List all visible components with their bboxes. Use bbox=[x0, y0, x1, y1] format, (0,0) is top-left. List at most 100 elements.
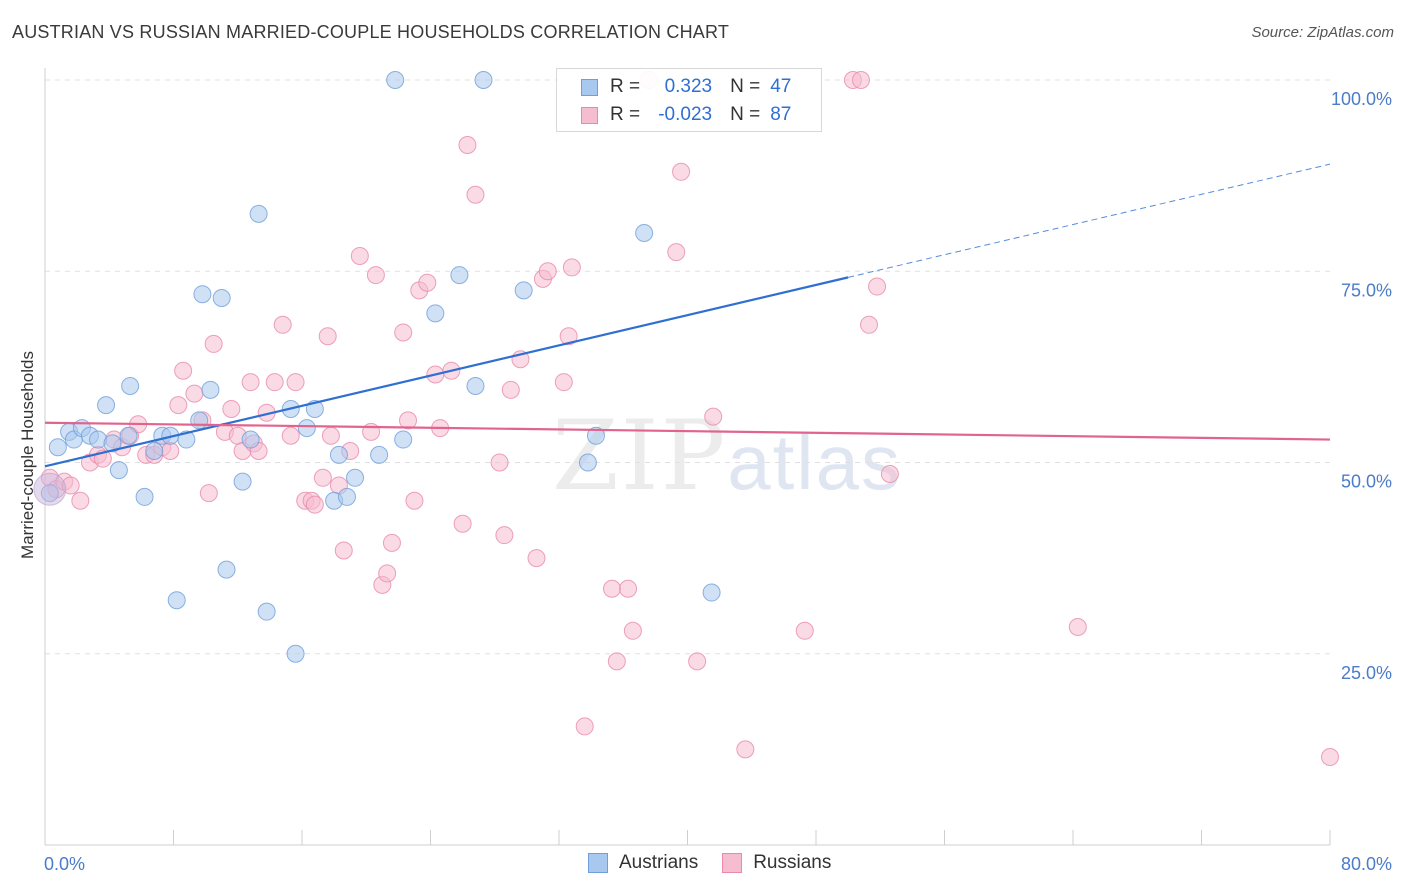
russian-point-17 bbox=[174, 361, 193, 380]
russian-point-83 bbox=[851, 71, 870, 89]
austrian-point-34 bbox=[346, 468, 365, 487]
austrian-point-18 bbox=[190, 411, 209, 430]
russian-point-39 bbox=[321, 426, 340, 445]
russian-point-59 bbox=[466, 185, 485, 204]
russian-point-58 bbox=[458, 136, 477, 155]
austrians-trend-line bbox=[44, 276, 849, 468]
russians-legend-label: Russians bbox=[753, 852, 832, 873]
austrian-point-23 bbox=[233, 472, 252, 491]
austrians-r-label: R = bbox=[610, 76, 641, 97]
austrian-point-1 bbox=[48, 438, 67, 457]
russian-point-21 bbox=[204, 334, 223, 353]
austrian-point-45 bbox=[635, 224, 654, 242]
russian-point-15 bbox=[161, 442, 180, 461]
austrian-point-43 bbox=[578, 453, 597, 472]
austrian-point-10 bbox=[119, 426, 138, 445]
russians-swatch bbox=[581, 106, 598, 124]
x-tick-label-max: 80.0% bbox=[1341, 854, 1392, 874]
austrian-point-12 bbox=[135, 487, 154, 506]
legend-row-austrians: R = 0.323 N = 47 bbox=[581, 73, 791, 101]
austrians-trend-extension bbox=[848, 163, 1331, 278]
russians-trend-line bbox=[44, 421, 1331, 441]
russian-point-47 bbox=[378, 564, 397, 583]
austrian-point-35 bbox=[370, 445, 389, 464]
russian-point-85 bbox=[868, 277, 887, 296]
russian-point-32 bbox=[281, 426, 300, 445]
russian-point-73 bbox=[619, 579, 638, 598]
russian-point-84 bbox=[860, 315, 879, 334]
austrian-point-33 bbox=[337, 487, 356, 506]
russians-r-label: R = bbox=[610, 104, 641, 125]
russian-point-4 bbox=[71, 491, 90, 510]
russian-point-74 bbox=[623, 621, 642, 640]
russian-point-62 bbox=[501, 380, 520, 399]
russian-point-81 bbox=[795, 621, 814, 640]
austrian-point-21 bbox=[212, 289, 231, 308]
russians-n-label: N = bbox=[730, 104, 761, 125]
legend-item-austrians[interactable]: Austrians bbox=[588, 852, 698, 874]
russian-point-18 bbox=[185, 384, 204, 403]
y-tick-label-50: 50.0% bbox=[1341, 472, 1392, 492]
austrian-point-16 bbox=[167, 591, 186, 610]
austrians-swatch bbox=[581, 78, 598, 96]
austrian-point-8 bbox=[103, 434, 122, 453]
austrian-point-36 bbox=[386, 71, 405, 89]
austrian-point-19 bbox=[193, 285, 212, 304]
russian-point-70 bbox=[575, 717, 594, 736]
russians-r-value: -0.023 bbox=[658, 104, 713, 125]
russians-n-value: 87 bbox=[770, 104, 792, 125]
austrians-legend-label: Austrians bbox=[619, 852, 699, 873]
russian-point-37 bbox=[313, 468, 332, 487]
russian-point-64 bbox=[527, 549, 546, 568]
russian-point-80 bbox=[736, 740, 755, 759]
russian-point-88 bbox=[1321, 748, 1339, 767]
russian-point-57 bbox=[453, 514, 472, 533]
austrians-n-label: N = bbox=[730, 76, 761, 97]
russian-point-60 bbox=[490, 453, 509, 472]
russian-point-23 bbox=[222, 399, 241, 418]
russian-point-66 bbox=[538, 262, 557, 281]
austrians-r-value: 0.323 bbox=[664, 76, 713, 97]
y-tick-label-100: 100.0% bbox=[1331, 89, 1392, 109]
russian-point-49 bbox=[394, 323, 413, 342]
russian-point-36 bbox=[305, 495, 324, 514]
russian-point-26 bbox=[241, 373, 260, 392]
austrian-point-26 bbox=[257, 602, 276, 621]
austrians-n-value: 47 bbox=[770, 76, 792, 97]
austrian-point-28 bbox=[286, 644, 305, 663]
austrian-point-41 bbox=[474, 71, 493, 89]
russian-point-77 bbox=[672, 162, 691, 181]
russian-point-71 bbox=[603, 579, 622, 598]
russian-point-68 bbox=[559, 327, 578, 346]
russian-point-78 bbox=[688, 652, 707, 671]
austrian-point-32 bbox=[329, 445, 348, 464]
russian-point-69 bbox=[562, 258, 581, 277]
russian-point-30 bbox=[265, 373, 284, 392]
chart-title: AUSTRIAN VS RUSSIAN MARRIED-COUPLE HOUSE… bbox=[12, 22, 730, 42]
russian-point-61 bbox=[495, 526, 514, 545]
y-tick-label-25: 25.0% bbox=[1341, 663, 1392, 683]
russian-point-72 bbox=[607, 652, 626, 671]
legend-item-russians[interactable]: Russians bbox=[722, 852, 831, 874]
austrian-point-13 bbox=[145, 442, 164, 461]
source-credit: Source: ZipAtlas.com bbox=[1251, 24, 1394, 41]
russian-point-50 bbox=[399, 411, 418, 430]
series-legend: Austrians Russians bbox=[588, 852, 855, 874]
austrian-point-38 bbox=[426, 304, 445, 323]
russian-point-87 bbox=[1068, 617, 1087, 636]
austrian-point-20 bbox=[201, 380, 220, 399]
russian-point-33 bbox=[286, 373, 305, 392]
x-tick-label-min: 0.0% bbox=[44, 854, 85, 874]
austrian-point-11 bbox=[121, 377, 140, 395]
russian-point-76 bbox=[667, 243, 686, 262]
austrian-point-9 bbox=[109, 461, 128, 480]
russians-legend-swatch bbox=[722, 853, 743, 873]
austrian-point-42 bbox=[514, 281, 533, 300]
russian-point-38 bbox=[318, 327, 337, 346]
austrian-point-7 bbox=[97, 396, 116, 415]
watermark-zip: ZIP bbox=[552, 400, 728, 512]
russian-point-20 bbox=[199, 484, 218, 503]
russian-point-43 bbox=[350, 246, 369, 265]
russian-point-51 bbox=[405, 491, 424, 510]
